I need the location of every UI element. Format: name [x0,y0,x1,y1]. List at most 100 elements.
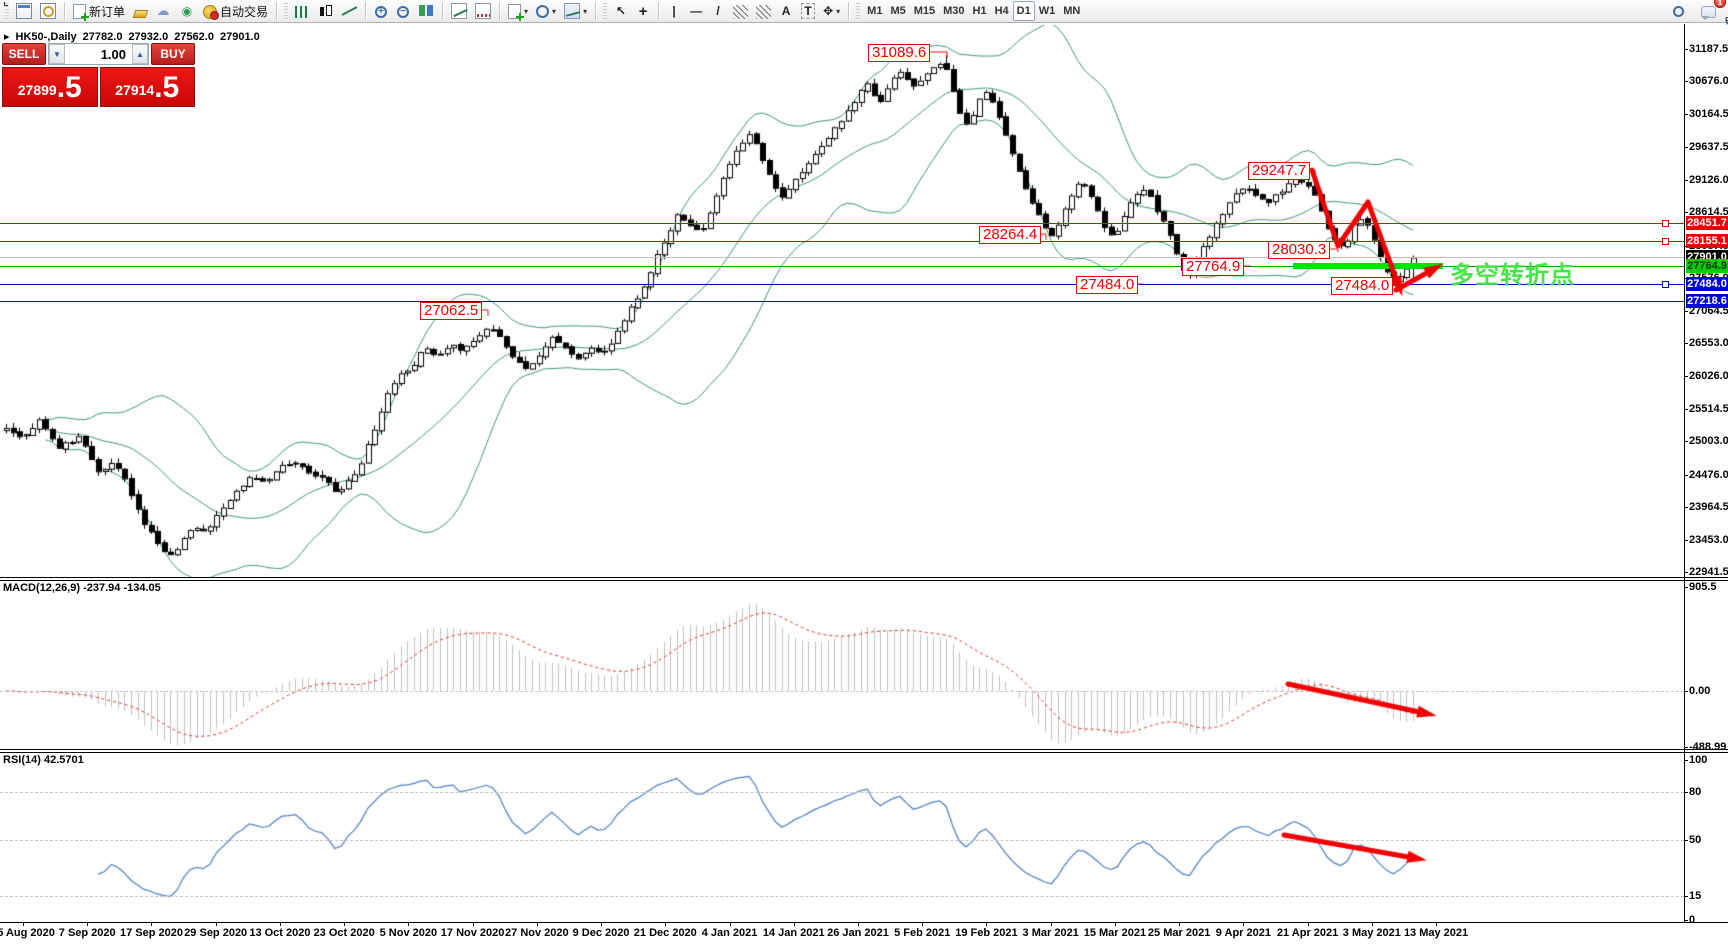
date-tickmark [408,922,410,926]
toolbar-grip[interactable] [284,3,289,19]
panel-separator[interactable] [0,752,1728,753]
price-level-line[interactable] [0,257,1684,258]
signals-button[interactable]: ◉ [175,1,199,21]
text-tool-button[interactable]: A [775,1,797,21]
market-button[interactable]: ☁ [151,1,175,21]
price-annotation[interactable]: 28030.3 [1268,241,1331,259]
toolbar-separator [442,2,444,20]
price-annotation[interactable]: 27484.0 [1331,277,1394,295]
notifications-button[interactable]: 1 [1697,0,1726,21]
line-endpoint-marker[interactable] [1662,281,1669,288]
price-tickmark [1684,572,1688,573]
price-tick-label: 25003.0 [1689,435,1728,448]
indicators-button[interactable] [447,1,471,21]
fibonacci-tool-button[interactable]: F [752,1,1728,25]
timeframe-d1[interactable]: D1 [1012,1,1035,21]
window-preview-button[interactable] [36,1,60,21]
toolbar-grip[interactable] [856,3,861,19]
macd-signal-value: -134.05 [123,582,161,594]
timeframe-bar: M1 M5 M15 M30 H1 H4 D1 W1 MN [863,1,1084,21]
price-level-line[interactable] [0,284,1684,285]
notification-badge: 1 [1714,0,1726,8]
vertical-line-tool-button[interactable]: | [663,1,685,21]
sell-button[interactable]: SELL [2,43,46,65]
rsi-tick-label: 0 [1689,913,1696,926]
line-endpoint-marker[interactable] [1662,220,1669,227]
text-label-icon: T [801,3,815,19]
timeframe-m15[interactable]: M15 [913,5,936,17]
volume-increase-button[interactable]: ▲ [132,44,148,64]
timeframe-h1[interactable]: H1 [972,5,987,17]
timeframe-m1[interactable]: M1 [867,5,883,17]
price-annotation[interactable]: 28264.4 [979,226,1042,244]
volume-decrease-button[interactable]: ▼ [49,44,65,64]
template-button[interactable]: ▾ [560,1,591,21]
price-level-line[interactable] [0,241,1684,242]
turning-point-bar[interactable] [1293,263,1443,269]
timeframe-m30[interactable]: M30 [943,5,965,17]
price-chart-canvas[interactable] [0,24,1728,946]
add-indicator-button[interactable]: ▾ [504,1,532,21]
price-tickmark [1684,113,1688,115]
timeframe-m5[interactable]: M5 [890,5,906,17]
autotrade-button[interactable]: 自动交易 [199,1,272,21]
volume-input[interactable]: 1.00 [100,46,126,62]
timeframe-h4[interactable]: H4 [994,5,1009,17]
horizontal-line-tool-button[interactable]: — [685,1,707,21]
macd-tick-label: 905.5 [1689,581,1717,593]
price-annotation[interactable]: 31089.6 [868,44,931,62]
arrows-tool-button[interactable]: ✥ ▾ [819,1,844,21]
period-button[interactable]: ▾ [532,1,560,21]
turning-point-label[interactable]: 多空转折点 [1450,262,1575,289]
tile-windows-button[interactable] [414,1,438,21]
price-level-line[interactable] [0,301,1684,302]
date-tickmark [601,922,603,926]
panel-separator[interactable] [0,577,1728,578]
add-indicator-icon [508,4,525,21]
timeframe-mn[interactable]: MN [1063,5,1081,17]
price-annotation[interactable]: 27062.5 [420,302,483,320]
crosshair-tool-button[interactable]: + [632,1,654,21]
gold-button[interactable] [129,1,151,21]
toolbar-separator [64,2,65,20]
price-level-line[interactable] [0,223,1684,224]
cursor-tool-button[interactable]: ↖ [610,1,632,21]
line-endpoint-marker[interactable] [1662,238,1669,245]
price-tickmark [1684,310,1688,312]
new-window-icon [16,3,32,19]
rsi-level-line [0,895,1684,897]
timeframe-w1[interactable]: W1 [1038,5,1056,17]
buy-button[interactable]: BUY [151,43,195,65]
toolbar-grip[interactable] [603,3,608,19]
price-annotation[interactable]: 27484.0 [1076,276,1139,294]
gold-icon [132,9,148,18]
bar-chart-button[interactable] [291,1,313,21]
price-annotation[interactable]: 29247.7 [1248,162,1311,180]
price-tick-label: 26026.0 [1689,370,1728,383]
panel-separator[interactable] [0,749,1728,750]
price-tickmark [1684,507,1688,509]
time-axis-line [0,922,1728,923]
equidistant-channel-tool-button[interactable]: E [729,1,1728,25]
zoom-in-button[interactable]: + [370,1,392,21]
price-annotation[interactable]: 27764.9 [1182,258,1245,276]
price-tick-label: 26553.0 [1689,336,1728,349]
panel-separator[interactable] [0,580,1728,581]
candlestick-button[interactable] [313,1,337,21]
zoom-out-button[interactable]: − [392,1,414,21]
price-tickmark [1684,376,1688,378]
buy-price-panel[interactable]: 27914 .5 [99,67,195,107]
price-tick-label: 22941.5 [1689,566,1728,578]
chart-window: ▸ HK50-,Daily 27782.0 27932.0 27562.0 27… [0,24,1728,946]
new-order-button[interactable]: 新订单 [69,1,129,21]
trendline-tool-button[interactable]: / [707,1,729,21]
text-label-tool-button[interactable]: T [797,1,819,21]
price-tickmark [1684,179,1688,181]
date-label: 17 Sep 2020 [119,927,183,939]
toolbar-grip[interactable] [5,3,9,19]
indicator-window-button[interactable] [471,1,495,21]
sell-price-panel[interactable]: 27899 .5 [2,67,98,107]
line-chart-button[interactable] [337,1,361,21]
search-button[interactable] [1667,1,1689,21]
new-window-button[interactable] [12,1,36,21]
